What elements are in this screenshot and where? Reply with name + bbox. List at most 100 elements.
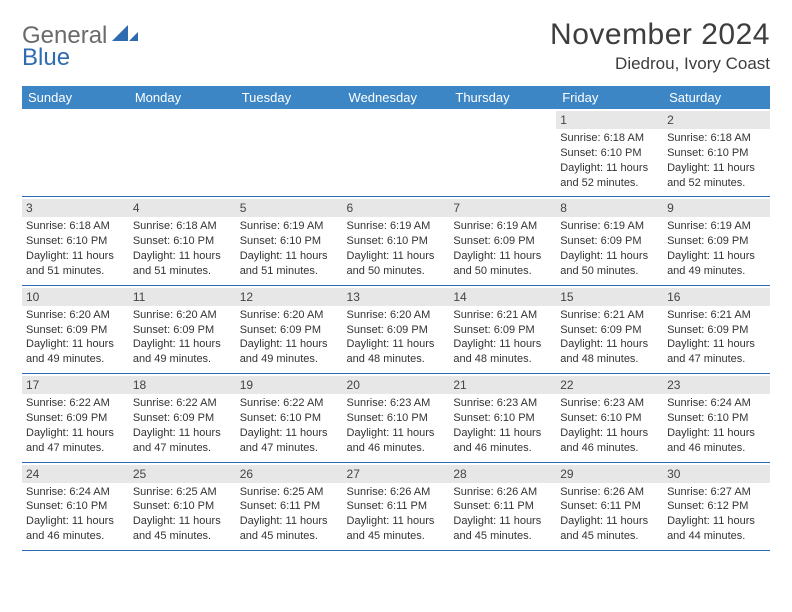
sunset-line: Sunset: 6:09 PM	[347, 323, 446, 338]
day-wrap: 12 Sunrise: 6:20 AMSunset: 6:09 PMDayligh…	[236, 286, 343, 373]
sunrise-line: Sunrise: 6:24 AM	[26, 485, 125, 500]
day-info: Sunrise: 6:19 AMSunset: 6:09 PMDaylight:…	[560, 219, 659, 278]
day-wrap: 19Sunrise: 6:22 AMSunset: 6:10 PMDayligh…	[236, 374, 343, 461]
day-info: Sunrise: 6:20 AMSunset: 6:09 PMDaylight:…	[26, 308, 125, 367]
sunset-line: Sunset: 6:10 PM	[667, 146, 766, 161]
day-number: 18	[129, 376, 236, 394]
daylight-line: Daylight: 11 hours and 51 minutes.	[26, 249, 125, 279]
calendar-cell: 16Sunrise: 6:21 AMSunset: 6:09 PMDayligh…	[663, 285, 770, 373]
day-info: Sunrise: 6:23 AMSunset: 6:10 PMDaylight:…	[347, 396, 446, 455]
calendar-cell: 24Sunrise: 6:24 AMSunset: 6:10 PMDayligh…	[22, 462, 129, 550]
day-number: 28	[449, 465, 556, 483]
day-number: 27	[343, 465, 450, 483]
day-number: 17	[22, 376, 129, 394]
calendar-cell: 30Sunrise: 6:27 AMSunset: 6:12 PMDayligh…	[663, 462, 770, 550]
day-wrap: 4Sunrise: 6:18 AMSunset: 6:10 PMDaylight…	[129, 197, 236, 284]
day-number: 29	[556, 465, 663, 483]
sunset-line: Sunset: 6:09 PM	[240, 323, 339, 338]
day-wrap: 24Sunrise: 6:24 AMSunset: 6:10 PMDayligh…	[22, 463, 129, 550]
day-wrap: 8Sunrise: 6:19 AMSunset: 6:09 PMDaylight…	[556, 197, 663, 284]
sunrise-line: Sunrise: 6:20 AM	[347, 308, 446, 323]
calendar-cell: 29Sunrise: 6:26 AMSunset: 6:11 PMDayligh…	[556, 462, 663, 550]
logo-line2: Blue	[22, 46, 138, 70]
day-info: Sunrise: 6:18 AMSunset: 6:10 PMDaylight:…	[667, 131, 766, 190]
calendar-week-row: 17Sunrise: 6:22 AMSunset: 6:09 PMDayligh…	[22, 374, 770, 462]
calendar-cell: 10 Sunrise: 6:20 AMSunset: 6:09 PMDayligh…	[22, 285, 129, 373]
day-number: 10	[22, 288, 129, 306]
weekday-row: SundayMondayTuesdayWednesdayThursdayFrid…	[22, 86, 770, 109]
calendar-cell	[236, 109, 343, 197]
sunrise-line: Sunrise: 6:22 AM	[240, 396, 339, 411]
sunset-line: Sunset: 6:10 PM	[347, 234, 446, 249]
day-info: Sunrise: 6:24 AMSunset: 6:10 PMDaylight:…	[667, 396, 766, 455]
daylight-line: Daylight: 11 hours and 51 minutes.	[240, 249, 339, 279]
day-number: 22	[556, 376, 663, 394]
day-number: 2	[663, 111, 770, 129]
day-number: 9	[663, 199, 770, 217]
sunrise-line: Sunrise: 6:23 AM	[347, 396, 446, 411]
day-info: Sunrise: 6:23 AMSunset: 6:10 PMDaylight:…	[453, 396, 552, 455]
day-wrap: 25Sunrise: 6:25 AMSunset: 6:10 PMDayligh…	[129, 463, 236, 550]
day-info: Sunrise: 6:19 AMSunset: 6:09 PMDaylight:…	[667, 219, 766, 278]
day-info: Sunrise: 6:21 AMSunset: 6:09 PMDaylight:…	[560, 308, 659, 367]
daylight-line: Daylight: 11 hours and 48 minutes.	[347, 337, 446, 367]
sunset-line: Sunset: 6:10 PM	[133, 499, 232, 514]
sunset-line: Sunset: 6:11 PM	[347, 499, 446, 514]
sunrise-line: Sunrise: 6:20 AM	[240, 308, 339, 323]
calendar-cell: 15Sunrise: 6:21 AMSunset: 6:09 PMDayligh…	[556, 285, 663, 373]
calendar-cell: 25Sunrise: 6:25 AMSunset: 6:10 PMDayligh…	[129, 462, 236, 550]
day-info: Sunrise: 6:18 AMSunset: 6:10 PMDaylight:…	[26, 219, 125, 278]
weekday-header: Friday	[556, 86, 663, 109]
daylight-line: Daylight: 11 hours and 45 minutes.	[347, 514, 446, 544]
day-number: 24	[22, 465, 129, 483]
day-wrap: 20Sunrise: 6:23 AMSunset: 6:10 PMDayligh…	[343, 374, 450, 461]
sunrise-line: Sunrise: 6:19 AM	[667, 219, 766, 234]
sunset-line: Sunset: 6:10 PM	[133, 234, 232, 249]
logo: General Blue	[22, 18, 138, 70]
weekday-header: Thursday	[449, 86, 556, 109]
calendar-cell: 8Sunrise: 6:19 AMSunset: 6:09 PMDaylight…	[556, 197, 663, 285]
sunrise-line: Sunrise: 6:18 AM	[560, 131, 659, 146]
daylight-line: Daylight: 11 hours and 47 minutes.	[26, 426, 125, 456]
day-wrap: 5Sunrise: 6:19 AMSunset: 6:10 PMDaylight…	[236, 197, 343, 284]
daylight-line: Daylight: 11 hours and 47 minutes.	[133, 426, 232, 456]
calendar-cell: 12 Sunrise: 6:20 AMSunset: 6:09 PMDayligh…	[236, 285, 343, 373]
day-wrap: 16Sunrise: 6:21 AMSunset: 6:09 PMDayligh…	[663, 286, 770, 373]
sunset-line: Sunset: 6:09 PM	[26, 323, 125, 338]
sunrise-line: Sunrise: 6:18 AM	[133, 219, 232, 234]
day-number: 12	[236, 288, 343, 306]
calendar-cell	[129, 109, 236, 197]
day-info: Sunrise: 6:18 AMSunset: 6:10 PMDaylight:…	[133, 219, 232, 278]
day-info: Sunrise: 6:25 AMSunset: 6:11 PMDaylight:…	[240, 485, 339, 544]
calendar-cell: 3Sunrise: 6:18 AMSunset: 6:10 PMDaylight…	[22, 197, 129, 285]
daylight-line: Daylight: 11 hours and 46 minutes.	[347, 426, 446, 456]
day-wrap: 10 Sunrise: 6:20 AMSunset: 6:09 PMDayligh…	[22, 286, 129, 373]
day-wrap: 11 Sunrise: 6:20 AMSunset: 6:09 PMDayligh…	[129, 286, 236, 373]
sunset-line: Sunset: 6:09 PM	[560, 323, 659, 338]
day-info: Sunrise: 6:26 AMSunset: 6:11 PMDaylight:…	[347, 485, 446, 544]
day-number: 11	[129, 288, 236, 306]
day-info: Sunrise: 6:20 AMSunset: 6:09 PMDaylight:…	[133, 308, 232, 367]
day-info: Sunrise: 6:26 AMSunset: 6:11 PMDaylight:…	[453, 485, 552, 544]
sunrise-line: Sunrise: 6:19 AM	[453, 219, 552, 234]
day-wrap: 29Sunrise: 6:26 AMSunset: 6:11 PMDayligh…	[556, 463, 663, 550]
day-wrap: 27 Sunrise: 6:26 AMSunset: 6:11 PMDayligh…	[343, 463, 450, 550]
calendar-cell: 22Sunrise: 6:23 AMSunset: 6:10 PMDayligh…	[556, 374, 663, 462]
sunset-line: Sunset: 6:09 PM	[133, 323, 232, 338]
sunset-line: Sunset: 6:09 PM	[667, 234, 766, 249]
day-number: 7	[449, 199, 556, 217]
daylight-line: Daylight: 11 hours and 44 minutes.	[667, 514, 766, 544]
calendar-cell: 5Sunrise: 6:19 AMSunset: 6:10 PMDaylight…	[236, 197, 343, 285]
day-wrap: 9 Sunrise: 6:19 AMSunset: 6:09 PMDaylight…	[663, 197, 770, 284]
sunset-line: Sunset: 6:09 PM	[453, 323, 552, 338]
calendar-cell: 19Sunrise: 6:22 AMSunset: 6:10 PMDayligh…	[236, 374, 343, 462]
day-wrap: 2 Sunrise: 6:18 AMSunset: 6:10 PMDaylight…	[663, 109, 770, 196]
sunset-line: Sunset: 6:10 PM	[453, 411, 552, 426]
daylight-line: Daylight: 11 hours and 50 minutes.	[560, 249, 659, 279]
day-info: Sunrise: 6:21 AMSunset: 6:09 PMDaylight:…	[453, 308, 552, 367]
sunrise-line: Sunrise: 6:24 AM	[667, 396, 766, 411]
daylight-line: Daylight: 11 hours and 49 minutes.	[240, 337, 339, 367]
calendar-cell: 17Sunrise: 6:22 AMSunset: 6:09 PMDayligh…	[22, 374, 129, 462]
sunset-line: Sunset: 6:10 PM	[240, 411, 339, 426]
calendar-cell: 11 Sunrise: 6:20 AMSunset: 6:09 PMDayligh…	[129, 285, 236, 373]
